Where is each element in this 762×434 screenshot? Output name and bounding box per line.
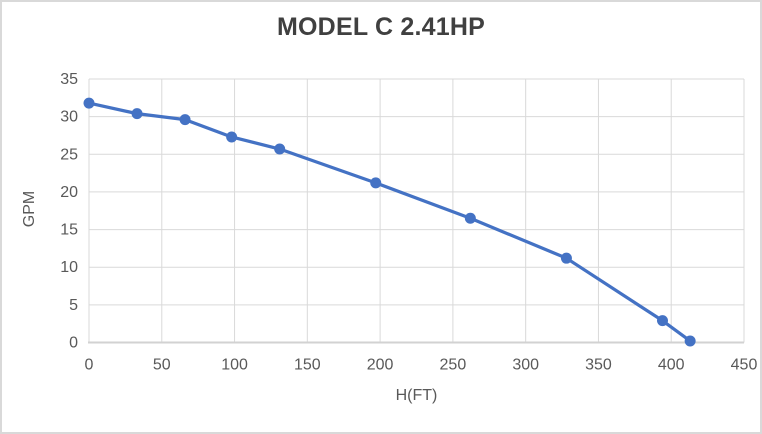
data-point-marker [131,108,143,120]
y-tick-label: 0 [69,335,78,352]
y-tick-label: 35 [60,71,78,88]
x-tick-label: 400 [658,357,685,374]
data-point-marker [464,212,476,224]
data-point-marker [560,252,572,264]
x-tick-label: 50 [153,357,171,374]
x-tick-label: 300 [512,357,539,374]
y-tick-label: 20 [60,184,78,201]
y-tick-label: 30 [60,109,78,126]
data-point-marker [370,177,382,189]
data-point-marker [274,143,286,155]
x-tick-label: 450 [731,357,758,374]
x-tick-label: 0 [85,357,94,374]
x-tick-label: 100 [221,357,248,374]
data-point-marker [179,114,191,126]
x-tick-label: 250 [440,357,467,374]
y-axis-title: GPM [21,190,38,228]
x-tick-label: 350 [585,357,612,374]
data-point-marker [226,131,238,143]
x-axis-title: H(FT) [395,387,438,404]
y-tick-label: 10 [60,259,78,276]
data-point-marker [656,315,668,327]
data-point-marker [83,97,95,109]
chart-title: MODEL C 2.41HP [277,13,485,41]
x-tick-label: 150 [294,357,321,374]
y-tick-label: 15 [60,222,78,239]
y-tick-label: 25 [60,146,78,163]
series-line [87,101,692,343]
y-tick-label: 5 [69,297,78,314]
x-tick-label: 200 [367,357,394,374]
data-point-marker [684,335,696,347]
